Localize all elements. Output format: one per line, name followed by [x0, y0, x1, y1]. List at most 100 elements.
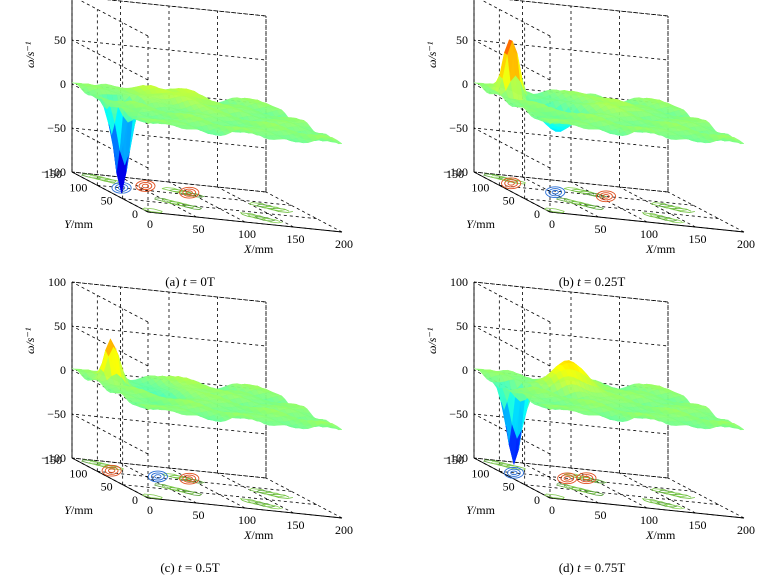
panel-caption: (c) t = 0.5T	[160, 560, 219, 575]
grid-line	[667, 191, 745, 233]
y-tick-label: 150	[44, 167, 62, 181]
contour-line	[176, 202, 195, 209]
surface-mesh	[71, 338, 343, 431]
contour-line	[184, 192, 205, 198]
surface-mesh	[473, 39, 745, 145]
z-tick-label: −100	[41, 451, 66, 465]
contour-line	[665, 491, 688, 498]
z-tick-label: 100	[48, 0, 66, 3]
y-tick-label: 100	[471, 180, 489, 194]
y-axis-label: Y/mm	[64, 503, 93, 517]
contour-line	[665, 205, 688, 212]
z-tick-label: 100	[450, 275, 468, 289]
contour-ring	[179, 472, 200, 485]
grid-line	[265, 191, 343, 233]
z-tick-label: 50	[456, 319, 468, 333]
grid-line	[524, 484, 719, 506]
z-tick-label: −50	[449, 407, 468, 421]
contour-ring	[154, 474, 162, 479]
contour-line	[81, 459, 102, 465]
grid-line	[120, 176, 197, 218]
contour-ring	[504, 179, 518, 188]
contour-line	[544, 493, 565, 500]
contour-ring	[548, 188, 563, 197]
x-tick-label: 150	[689, 232, 707, 246]
x-tick-label: 0	[147, 217, 153, 231]
panel-caption: (a) t = 0T	[165, 274, 215, 289]
x-tick-label: 50	[193, 508, 205, 522]
contour-line	[95, 177, 117, 183]
z-tick-label: 100	[48, 275, 66, 289]
contour-ring	[141, 183, 150, 189]
grid-line	[619, 472, 696, 514]
contour-line	[183, 490, 203, 496]
contour-line	[103, 464, 124, 471]
y-tick-label: 0	[534, 493, 540, 507]
contour-line	[505, 464, 526, 471]
contour-ring	[507, 468, 521, 477]
x-axis-line	[147, 211, 343, 233]
contour-line	[254, 501, 276, 508]
contour-line	[261, 217, 283, 224]
x-tick-label: 200	[737, 523, 755, 537]
z-tick-label: 0	[60, 77, 66, 91]
y-tick-label: 0	[534, 207, 540, 221]
contour-line	[656, 215, 678, 222]
contour-line	[656, 501, 678, 508]
y-axis-label: Y/mm	[64, 217, 93, 231]
grid-line	[217, 186, 294, 228]
contour-ring	[551, 189, 559, 195]
x-tick-label: 150	[287, 232, 305, 246]
grid-line	[667, 477, 745, 519]
y-tick-label: 50	[503, 480, 515, 494]
contour-ring	[507, 181, 515, 186]
contour-line	[663, 503, 685, 510]
contour-line	[142, 493, 163, 500]
contour-ring	[151, 472, 165, 481]
y-tick-label: 150	[44, 453, 62, 467]
x-axis-label: X/mm	[243, 528, 274, 542]
x-tick-label: 150	[689, 518, 707, 532]
contour-ring	[595, 190, 617, 203]
z-tick-label: 50	[54, 33, 66, 47]
surface-facet	[735, 425, 745, 431]
grid-line	[524, 198, 719, 220]
contour-line	[261, 503, 283, 510]
z-tick-label: −100	[41, 165, 66, 179]
x-tick-label: 0	[147, 503, 153, 517]
contour-ring	[185, 476, 193, 481]
x-axis-label: X/mm	[645, 242, 676, 256]
contour-ring	[179, 186, 200, 199]
grid-line	[71, 457, 267, 479]
surface-mesh	[71, 82, 343, 194]
panel-caption: (d) t = 0.75T	[559, 560, 626, 575]
z-axis-label: ω/s⁻¹	[23, 327, 37, 354]
x-tick-label: 100	[640, 513, 658, 527]
contour-ring	[138, 181, 153, 191]
grid-line	[168, 467, 246, 509]
y-tick-label: 50	[101, 194, 113, 208]
x-tick-label: 50	[595, 508, 607, 522]
z-tick-label: −50	[47, 407, 66, 421]
z-tick-label: 0	[462, 77, 468, 91]
grid-line	[71, 171, 267, 193]
contour-line	[263, 491, 286, 498]
contour-line	[183, 204, 203, 210]
x-tick-label: 200	[737, 237, 755, 251]
y-tick-label: 50	[101, 480, 113, 494]
y-axis-line	[71, 457, 149, 499]
surface-facet	[333, 139, 343, 145]
contour-ring	[576, 472, 597, 485]
z-tick-label: 100	[450, 0, 468, 3]
x-tick-label: 100	[238, 513, 256, 527]
y-tick-label: 150	[446, 453, 464, 467]
contour-ring	[560, 474, 575, 483]
panel-c: 100 50 0 −50 −100 0 50 100 150 200 0 50 100 150 X/mm Y/…	[23, 275, 353, 575]
grid-line	[619, 186, 696, 228]
y-tick-label: 100	[69, 466, 87, 480]
y-axis-label: Y/mm	[466, 503, 495, 517]
grid-line	[570, 467, 648, 509]
x-tick-label: 100	[238, 227, 256, 241]
z-axis-label: ω/s⁻¹	[23, 41, 37, 68]
